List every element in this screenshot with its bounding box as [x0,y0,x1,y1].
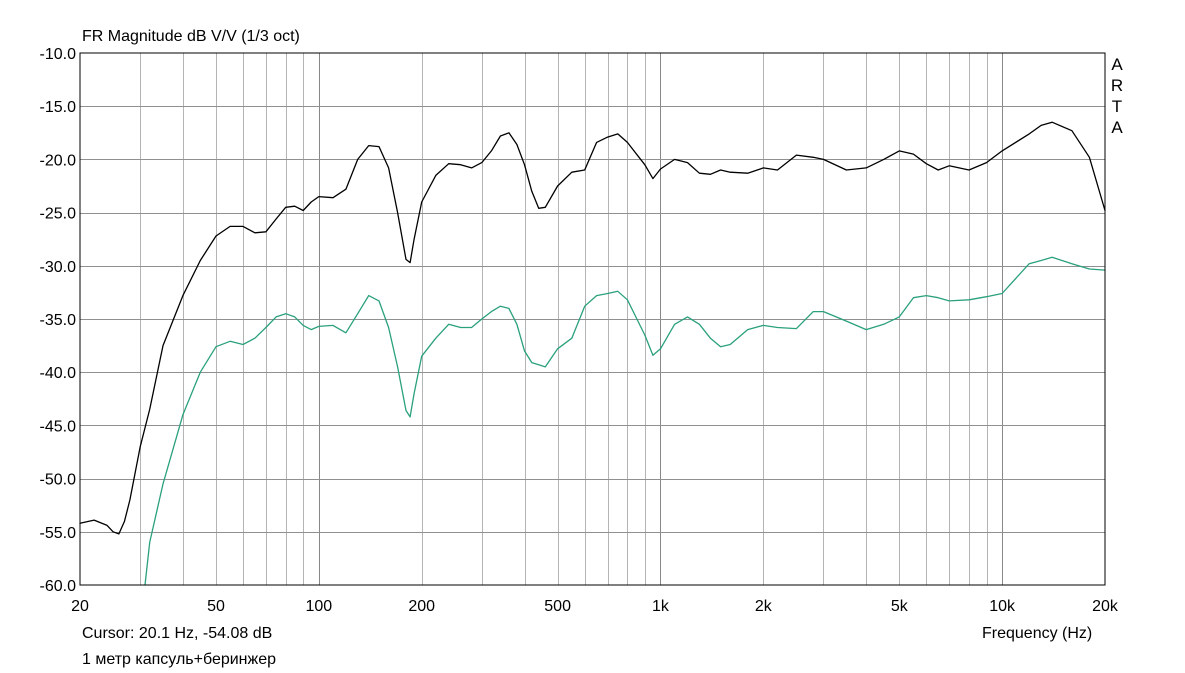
y-tick-label: -45.0 [40,418,77,435]
chart-title: FR Magnitude dB V/V (1/3 oct) [82,28,300,45]
y-tick-label: -40.0 [40,365,77,382]
brand-letter: R [1110,76,1124,95]
grid-lines [80,53,1105,585]
y-tick-label: -25.0 [40,206,77,223]
y-tick-label: -55.0 [40,525,77,542]
cursor-readout: Cursor: 20.1 Hz, -54.08 dB [82,625,273,642]
arta-brand: A R T A [1109,54,1125,138]
brand-letter: A [1111,118,1123,137]
y-tick-label: -60.0 [40,578,77,595]
measurement-note: 1 метр капсуль+беринжер [82,651,277,668]
y-tick-label: -15.0 [40,99,77,116]
y-tick-label: -35.0 [40,312,77,329]
y-tick-label: -30.0 [40,259,77,276]
brand-letter: T [1111,97,1123,116]
x-tick-label: 200 [408,598,435,615]
x-tick-label: 10k [989,598,1016,615]
x-axis-label: Frequency (Hz) [982,625,1093,642]
x-tick-label: 50 [207,598,225,615]
y-tick-label: -10.0 [40,46,77,63]
x-tick-label: 100 [305,598,332,615]
x-tick-label: 1k [652,598,670,615]
x-tick-label: 2k [755,598,773,615]
x-tick-label: 20 [71,598,89,615]
x-tick-label: 500 [544,598,571,615]
x-tick-label: 20k [1092,598,1119,615]
data-series [79,121,1106,586]
y-tick-label: -20.0 [40,152,77,169]
plot-frame [79,52,1106,586]
y-tick-label: -50.0 [40,472,77,489]
tick-labels: -10.0 -15.0 -20.0 -25.0 -30.0 -35.0 -40.0 -45.0… [40,46,1119,615]
brand-letter: A [1111,55,1123,74]
x-tick-label: 5k [891,598,909,615]
series-line-2 [144,256,1106,586]
series-line-1 [79,121,1106,535]
